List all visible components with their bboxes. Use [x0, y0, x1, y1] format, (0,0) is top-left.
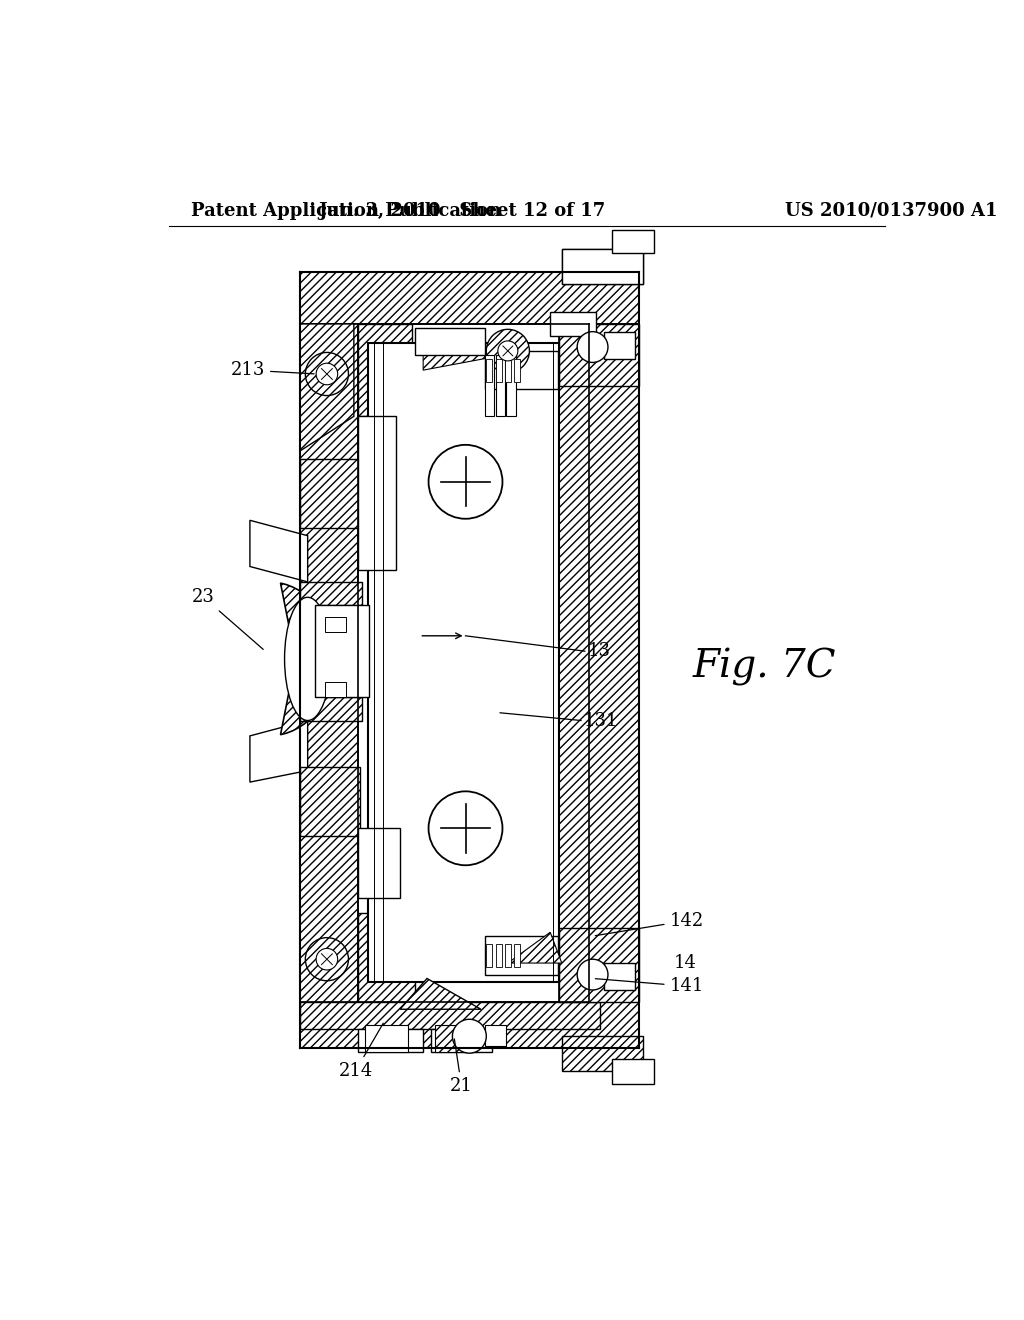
Polygon shape — [400, 978, 481, 1010]
Bar — [300, 1002, 639, 1048]
Bar — [300, 582, 361, 605]
Circle shape — [429, 445, 503, 519]
Circle shape — [305, 352, 348, 396]
Bar — [604, 964, 635, 990]
Text: Patent Application Publication: Patent Application Publication — [190, 202, 501, 219]
Polygon shape — [250, 520, 307, 582]
Text: US 2010/0137900 A1: US 2010/0137900 A1 — [785, 202, 997, 219]
Bar — [357, 913, 416, 1002]
Bar — [325, 682, 346, 697]
Bar — [559, 323, 639, 385]
Bar — [496, 355, 505, 416]
Circle shape — [429, 791, 503, 866]
Bar — [300, 272, 639, 323]
Bar — [611, 230, 654, 253]
Bar — [325, 616, 346, 632]
Text: 23: 23 — [193, 589, 263, 649]
Ellipse shape — [285, 597, 331, 721]
Bar — [562, 249, 643, 284]
Circle shape — [316, 363, 338, 385]
Circle shape — [578, 960, 608, 990]
Bar — [604, 331, 635, 359]
Bar — [611, 1059, 654, 1084]
Bar — [300, 323, 357, 1002]
Bar — [416, 327, 484, 355]
Circle shape — [305, 937, 348, 981]
Bar — [484, 936, 558, 974]
Bar — [486, 944, 493, 966]
Text: Jun. 3, 2010   Sheet 12 of 17: Jun. 3, 2010 Sheet 12 of 17 — [318, 202, 605, 219]
Bar — [506, 355, 515, 416]
Text: 131: 131 — [584, 711, 618, 730]
Text: 214: 214 — [339, 1023, 383, 1080]
Polygon shape — [281, 583, 335, 735]
Bar — [559, 928, 639, 1002]
Bar — [416, 327, 484, 355]
Text: 142: 142 — [595, 912, 703, 936]
Text: 141: 141 — [595, 977, 703, 995]
Bar — [486, 359, 493, 381]
Bar — [559, 323, 639, 1002]
Bar — [514, 359, 520, 381]
Bar — [368, 343, 559, 982]
Bar — [496, 944, 502, 966]
Circle shape — [578, 331, 608, 363]
Bar — [562, 249, 643, 284]
Text: 213: 213 — [230, 362, 314, 379]
Bar — [435, 1024, 477, 1052]
Bar — [357, 1028, 423, 1052]
Circle shape — [486, 330, 529, 372]
Bar — [357, 323, 412, 416]
Bar — [550, 313, 596, 335]
Polygon shape — [300, 323, 354, 451]
Bar — [496, 359, 502, 381]
Circle shape — [453, 1019, 486, 1053]
Bar — [505, 944, 511, 966]
Bar — [357, 829, 400, 898]
Bar — [300, 697, 361, 721]
Bar — [562, 1036, 643, 1071]
Bar — [300, 767, 360, 836]
Bar — [431, 1028, 493, 1052]
Circle shape — [498, 341, 518, 360]
Bar — [484, 355, 494, 416]
Bar — [366, 1024, 408, 1052]
Bar — [484, 351, 558, 389]
Text: 13: 13 — [588, 643, 611, 660]
Circle shape — [316, 949, 338, 970]
Bar — [505, 359, 511, 381]
Bar — [484, 936, 558, 974]
Bar — [300, 1002, 600, 1028]
Text: Fig. 7C: Fig. 7C — [692, 648, 837, 685]
Bar — [514, 944, 520, 966]
Text: 14: 14 — [674, 954, 696, 972]
Bar — [484, 1024, 506, 1047]
Polygon shape — [423, 331, 484, 370]
Bar — [315, 605, 370, 697]
Text: 21: 21 — [451, 1039, 473, 1096]
Bar — [357, 416, 396, 570]
Polygon shape — [508, 932, 562, 964]
Polygon shape — [250, 721, 307, 781]
Bar — [300, 459, 360, 528]
